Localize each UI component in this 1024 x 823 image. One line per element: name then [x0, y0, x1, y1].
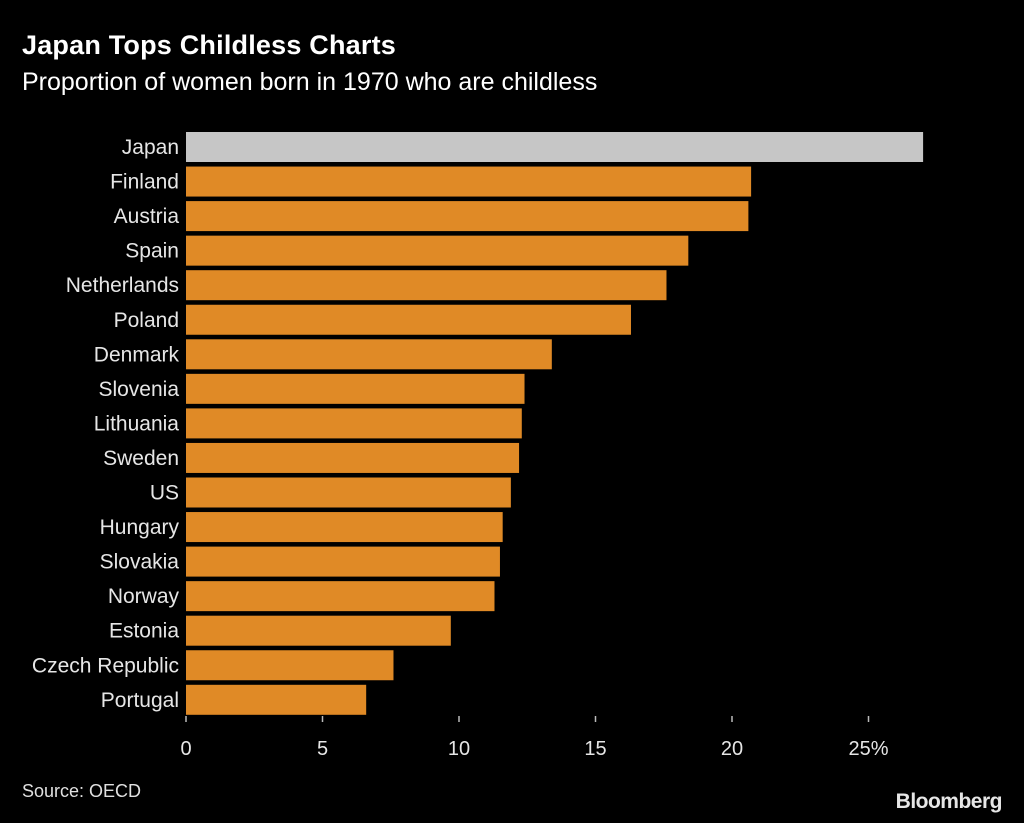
bar-portugal [186, 684, 367, 715]
bar-finland [186, 166, 752, 197]
category-label: Hungary [100, 516, 180, 539]
bar-czech-republic [186, 650, 394, 681]
category-label: Norway [108, 585, 180, 608]
bar-spain [186, 235, 689, 266]
bar-sweden [186, 442, 520, 473]
bar-japan [186, 132, 924, 162]
bar-us [186, 477, 511, 508]
category-label: US [150, 482, 179, 505]
category-label: Slovenia [98, 378, 179, 401]
category-label: Denmark [94, 343, 180, 366]
x-tick-label: 20 [721, 738, 743, 760]
x-tick-label: 0 [180, 738, 191, 760]
category-label: Portugal [101, 689, 179, 712]
category-label: Estonia [109, 620, 179, 643]
chart-subtitle: Proportion of women born in 1970 who are… [22, 68, 598, 96]
chart-title: Japan Tops Childless Charts [22, 30, 396, 60]
category-label: Finland [110, 171, 179, 194]
category-label: Japan [122, 136, 179, 159]
category-label: Netherlands [66, 274, 179, 297]
bar-netherlands [186, 270, 667, 301]
category-label: Austria [114, 205, 180, 228]
category-label: Sweden [103, 447, 179, 470]
bar-norway [186, 581, 495, 612]
x-tick-label: 25% [848, 738, 888, 760]
bar-slovakia [186, 546, 500, 577]
bar-estonia [186, 615, 451, 646]
bar-lithuania [186, 408, 522, 439]
x-tick-label: 10 [448, 738, 470, 760]
x-tick-label: 15 [584, 738, 606, 760]
category-label: Lithuania [94, 412, 180, 435]
source-note: Source: OECD [22, 781, 142, 801]
x-tick-label: 5 [317, 738, 328, 760]
bar-hungary [186, 512, 503, 543]
bar-denmark [186, 339, 552, 370]
category-label: Spain [125, 240, 179, 263]
bar-poland [186, 304, 631, 335]
bloomberg-logo: Bloomberg [895, 790, 1003, 813]
category-label: Czech Republic [32, 654, 179, 677]
bar-austria [186, 201, 749, 232]
category-label: Slovakia [100, 551, 180, 574]
category-label: Poland [114, 309, 179, 332]
bar-slovenia [186, 373, 525, 404]
